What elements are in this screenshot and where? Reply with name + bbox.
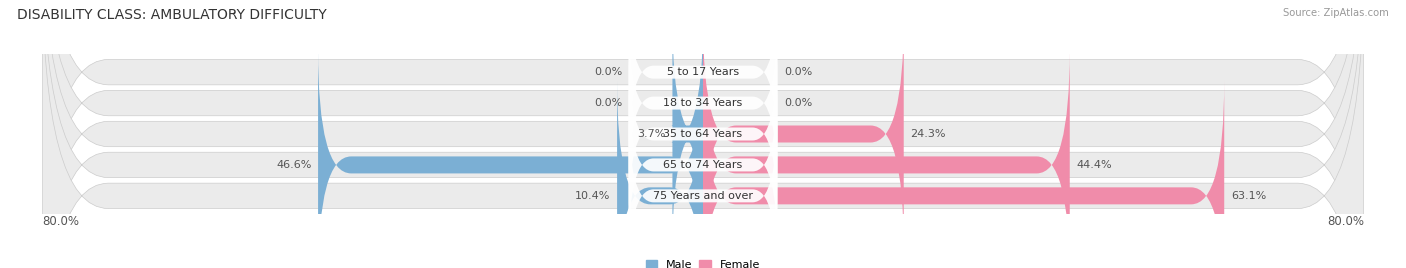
FancyBboxPatch shape xyxy=(42,0,1364,268)
FancyBboxPatch shape xyxy=(42,0,1364,268)
FancyBboxPatch shape xyxy=(669,19,706,249)
Text: 46.6%: 46.6% xyxy=(276,160,312,170)
FancyBboxPatch shape xyxy=(703,50,1070,268)
Text: 75 Years and over: 75 Years and over xyxy=(652,191,754,201)
FancyBboxPatch shape xyxy=(703,81,1225,268)
FancyBboxPatch shape xyxy=(628,0,778,158)
FancyBboxPatch shape xyxy=(617,81,703,268)
Text: 24.3%: 24.3% xyxy=(910,129,946,139)
Text: 3.7%: 3.7% xyxy=(637,129,666,139)
FancyBboxPatch shape xyxy=(318,50,703,268)
Text: 80.0%: 80.0% xyxy=(42,215,79,228)
FancyBboxPatch shape xyxy=(628,79,778,251)
Text: 18 to 34 Years: 18 to 34 Years xyxy=(664,98,742,108)
FancyBboxPatch shape xyxy=(628,110,778,268)
Text: 0.0%: 0.0% xyxy=(593,67,621,77)
Text: Source: ZipAtlas.com: Source: ZipAtlas.com xyxy=(1284,8,1389,18)
FancyBboxPatch shape xyxy=(703,19,904,249)
Text: 0.0%: 0.0% xyxy=(785,98,813,108)
FancyBboxPatch shape xyxy=(42,0,1364,268)
FancyBboxPatch shape xyxy=(42,0,1364,268)
Text: 5 to 17 Years: 5 to 17 Years xyxy=(666,67,740,77)
Text: 63.1%: 63.1% xyxy=(1230,191,1265,201)
Legend: Male, Female: Male, Female xyxy=(647,260,759,268)
Text: 0.0%: 0.0% xyxy=(593,98,621,108)
Text: 44.4%: 44.4% xyxy=(1077,160,1112,170)
Text: 35 to 64 Years: 35 to 64 Years xyxy=(664,129,742,139)
Text: 65 to 74 Years: 65 to 74 Years xyxy=(664,160,742,170)
Text: 80.0%: 80.0% xyxy=(1327,215,1364,228)
Text: 10.4%: 10.4% xyxy=(575,191,610,201)
FancyBboxPatch shape xyxy=(42,0,1364,268)
Text: 0.0%: 0.0% xyxy=(785,67,813,77)
FancyBboxPatch shape xyxy=(628,48,778,220)
FancyBboxPatch shape xyxy=(628,17,778,189)
Text: DISABILITY CLASS: AMBULATORY DIFFICULTY: DISABILITY CLASS: AMBULATORY DIFFICULTY xyxy=(17,8,326,22)
